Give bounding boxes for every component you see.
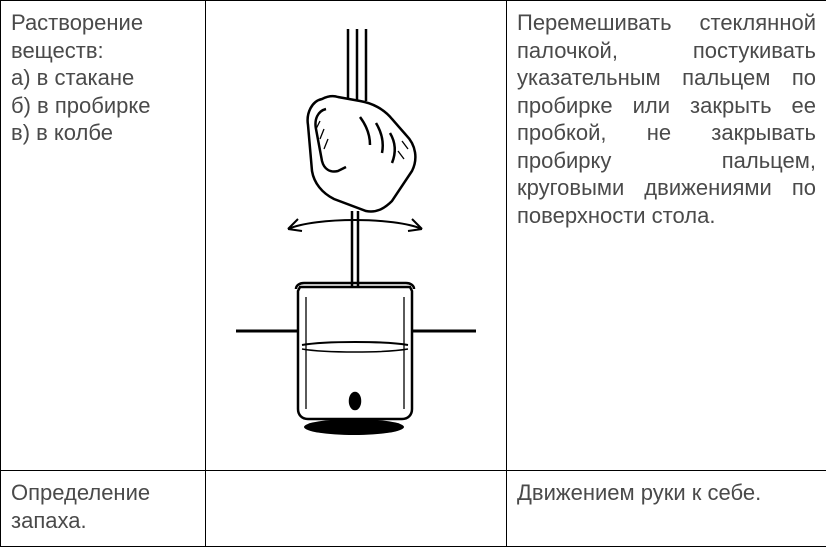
- dissolving-instructions-text: Перемешивать стеклянной палочкой, постук…: [517, 9, 816, 229]
- hand-stirring-beaker-icon: [226, 21, 486, 451]
- cell-smell-illustration: [206, 471, 507, 547]
- dissolving-title: Растворение веществ:: [11, 9, 195, 64]
- dissolving-option-a: а) в стакане: [11, 64, 195, 92]
- cell-smell-label: Определение запаха.: [1, 471, 206, 547]
- cell-illustration: [206, 1, 507, 471]
- cell-dissolving-instructions: Перемешивать стеклянной палочкой, постук…: [507, 1, 826, 471]
- dissolving-option-b: б) в пробирке: [11, 92, 195, 120]
- smell-instructions-text: Движением руки к себе.: [517, 479, 816, 507]
- dissolving-option-c: в) в колбе: [11, 119, 195, 147]
- procedure-table: Растворение веществ: а) в стакане б) в п…: [0, 0, 826, 547]
- cell-smell-instructions: Движением руки к себе.: [507, 471, 826, 547]
- smell-label-text: Определение запаха.: [11, 479, 195, 534]
- cell-dissolving-label: Растворение веществ: а) в стакане б) в п…: [1, 1, 206, 471]
